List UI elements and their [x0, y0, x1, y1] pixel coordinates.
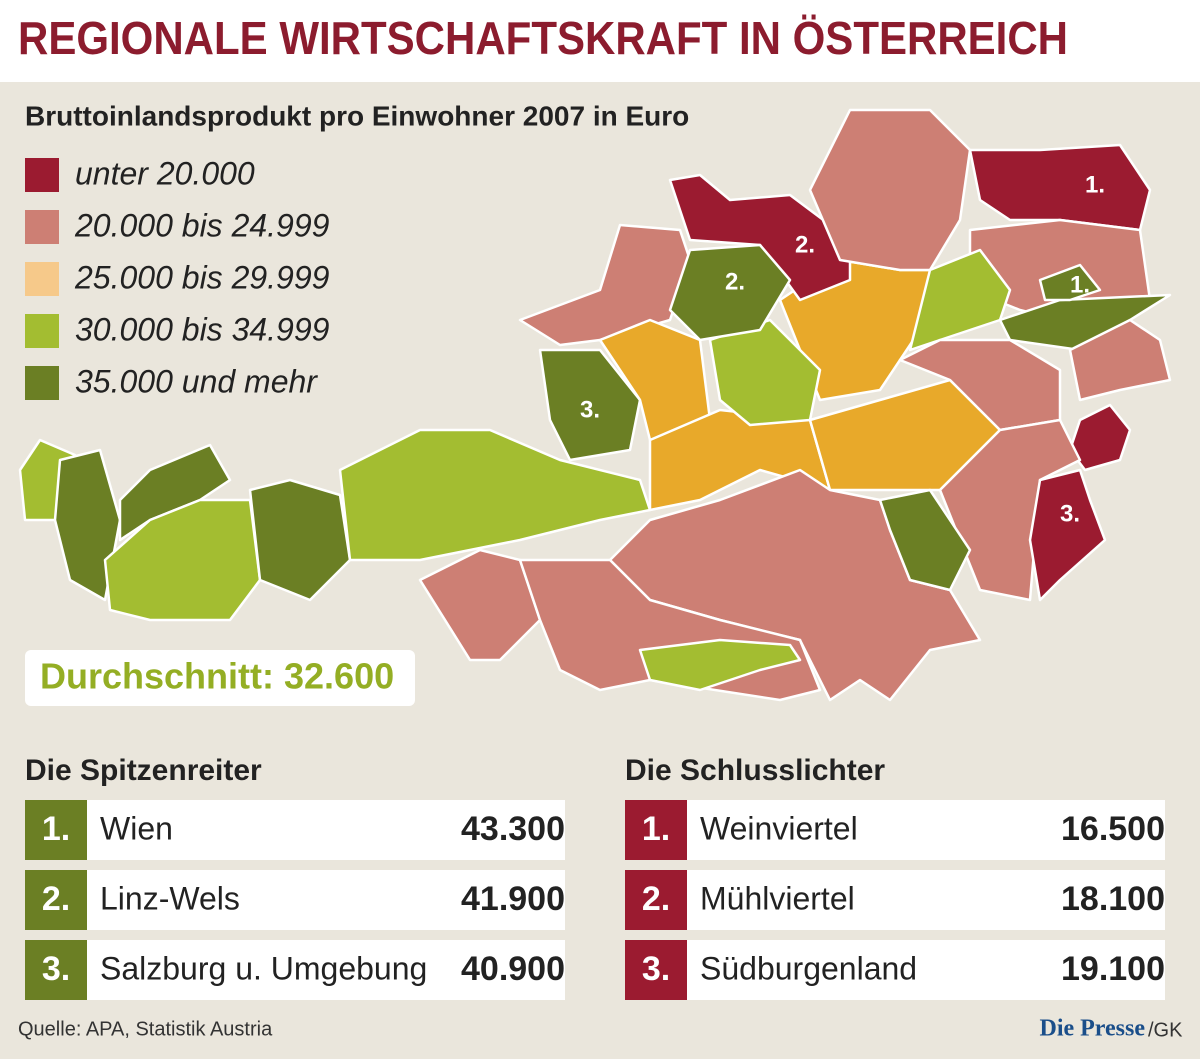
region-name: Wien	[100, 810, 173, 846]
legend-swatch	[25, 314, 59, 348]
map-label: 1.	[1085, 171, 1105, 198]
region	[668, 243, 792, 342]
row-background	[687, 800, 1165, 860]
title: REGIONALE WIRTSCHAFTSKRAFT IN ÖSTERREICH	[18, 12, 1068, 64]
table-title: Die Schlusslichter	[625, 754, 885, 787]
region	[538, 348, 642, 462]
table-title: Die Spitzenreiter	[25, 754, 262, 787]
source: Quelle: APA, Statistik Austria	[18, 1018, 273, 1040]
value: 41.900	[461, 880, 565, 918]
legend-swatch	[25, 210, 59, 244]
average: Durchschnitt: 32.600	[40, 656, 394, 697]
region-name: Mühlviertel	[700, 880, 855, 916]
region	[1028, 468, 1107, 602]
rank-box	[25, 800, 87, 860]
map-label: 2.	[725, 268, 745, 295]
legend-label: 20.000 bis 24.999	[74, 207, 330, 243]
legend-label: 25.000 bis 29.999	[74, 259, 330, 295]
row-background	[87, 800, 565, 860]
region	[1038, 263, 1102, 302]
legend-swatch	[25, 158, 59, 192]
row-background	[687, 940, 1165, 1000]
legend-label: unter 20.000	[75, 155, 255, 191]
subtitle: Bruttoinlandsprodukt pro Einwohner 2007 …	[25, 100, 689, 131]
region-name: Linz-Wels	[100, 880, 240, 916]
region	[808, 108, 972, 272]
value: 16.500	[1061, 810, 1165, 848]
region-name: Salzburg u. Umgebung	[100, 950, 427, 986]
row-background	[87, 870, 565, 930]
region	[118, 443, 232, 542]
rank-box	[625, 940, 687, 1000]
brand: Die Presse	[1039, 1016, 1145, 1042]
region	[878, 488, 972, 592]
legend: unter 20.000 20.000 bis 24.999 25.000 bis …	[25, 155, 330, 400]
region-name: Weinviertel	[700, 810, 858, 846]
rank-box	[25, 870, 87, 930]
map-label: 3.	[580, 396, 600, 423]
region	[898, 338, 1062, 432]
rank: 3.	[642, 950, 670, 988]
legend-label: 30.000 bis 34.999	[75, 311, 330, 347]
value: 40.900	[461, 950, 565, 988]
value: 18.100	[1061, 880, 1165, 918]
legend-label: 35.000 und mehr	[75, 363, 318, 399]
title-bar	[0, 0, 1200, 82]
region	[708, 318, 822, 427]
row-background	[687, 870, 1165, 930]
map-label: 2.	[795, 231, 815, 258]
region-name: Südburgenland	[700, 950, 917, 986]
rank-box	[625, 870, 687, 930]
rank-box	[625, 800, 687, 860]
map-label: 1.	[1070, 271, 1090, 298]
rank: 3.	[42, 950, 70, 988]
rank: 1.	[642, 810, 670, 848]
rank: 1.	[42, 810, 70, 848]
region	[1068, 318, 1172, 402]
region	[53, 448, 122, 602]
row-background	[87, 940, 565, 1000]
rank: 2.	[42, 880, 70, 918]
rank-box	[25, 940, 87, 1000]
region	[638, 638, 802, 692]
legend-swatch	[25, 262, 59, 296]
value: 43.300	[461, 810, 565, 848]
value: 19.100	[1061, 950, 1165, 988]
legend-swatch	[25, 366, 59, 400]
rank: 2.	[642, 880, 670, 918]
map: 1. 2. 2. 1. 3. 3.	[18, 108, 1172, 702]
average-box	[25, 650, 415, 706]
brand-suffix: /GK	[1148, 1019, 1183, 1041]
map-label: 3.	[1060, 500, 1080, 527]
